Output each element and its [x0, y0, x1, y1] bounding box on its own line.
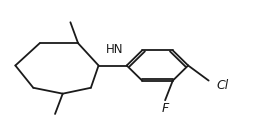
Text: F: F	[162, 102, 169, 115]
Text: Cl: Cl	[216, 79, 229, 92]
Text: HN: HN	[106, 43, 123, 56]
